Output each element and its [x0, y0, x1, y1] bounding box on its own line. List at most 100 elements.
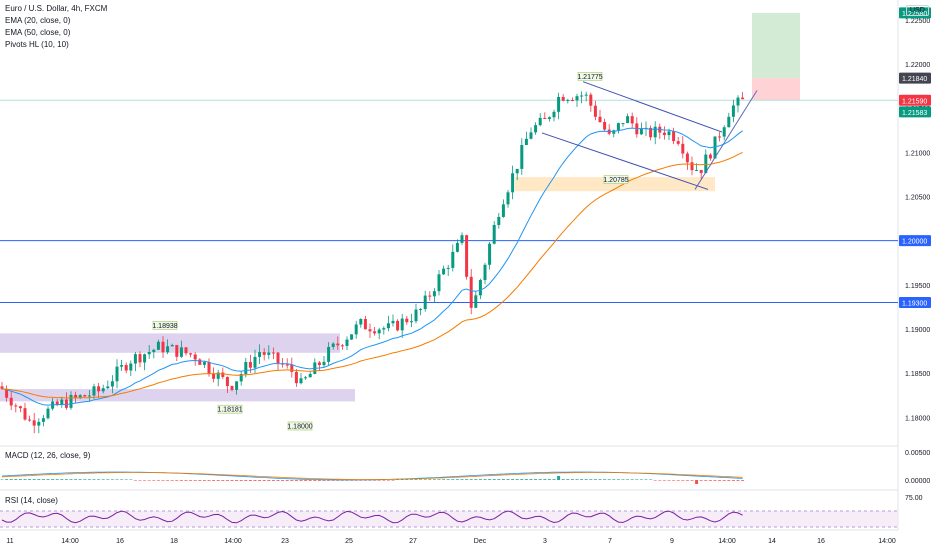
macd-histogram-bar — [221, 480, 225, 481]
rsi-legend: RSI (14, close) — [5, 496, 58, 505]
price-scale-value: 1.21840 — [902, 76, 927, 83]
candle-body — [299, 378, 303, 384]
macd-histogram-bar — [55, 479, 59, 480]
macd-histogram-bar — [529, 479, 533, 480]
currency-badge[interactable]: USD — [906, 5, 929, 16]
macd-histogram-bar — [455, 479, 459, 480]
macd-histogram-bar — [327, 480, 331, 481]
candle-body — [92, 386, 96, 396]
macd-histogram-bar — [143, 480, 147, 481]
macd-histogram-bar — [722, 480, 726, 481]
macd-histogram-bar — [299, 480, 303, 481]
candle-body — [478, 280, 482, 296]
macd-histogram-bar — [543, 479, 547, 480]
macd-histogram-bar — [653, 480, 657, 481]
candle-body — [221, 372, 225, 377]
candle-body — [708, 154, 712, 159]
macd-histogram-bar — [235, 480, 239, 481]
macd-signal-line — [1, 472, 743, 480]
price-scale-badge — [899, 296, 931, 308]
macd-histogram-bar — [451, 479, 455, 480]
macd-histogram-bar — [377, 480, 381, 481]
macd-histogram-bar — [506, 479, 510, 480]
macd-histogram-bar — [267, 480, 271, 481]
macd-histogram-bar — [175, 480, 179, 481]
macd-histogram-bar — [667, 480, 671, 481]
candle-body — [161, 341, 165, 353]
macd-histogram-bar — [18, 479, 22, 480]
candle-body — [400, 318, 404, 331]
macd-histogram-bar — [258, 480, 262, 481]
pivot-low-badge — [287, 421, 313, 431]
candle-body — [5, 388, 9, 398]
candle-body — [83, 395, 87, 397]
macd-histogram-bar — [488, 479, 492, 480]
macd-histogram-bar — [281, 480, 285, 481]
time-axis-label: 18 — [170, 538, 178, 545]
candle-body — [451, 251, 455, 268]
candle-body — [437, 274, 441, 292]
candle-body — [41, 418, 45, 422]
macd-histogram-bar — [575, 479, 579, 480]
candle-body — [97, 386, 101, 392]
macd-histogram-bar — [497, 479, 501, 480]
candle-body — [552, 111, 556, 118]
candle-body — [593, 105, 597, 117]
time-axis-label: 14:00 — [61, 538, 79, 545]
macd-histogram-bar — [198, 480, 202, 481]
candle-body — [225, 376, 229, 387]
macd-histogram-bar — [465, 479, 469, 480]
candle-body — [511, 173, 515, 193]
candle-body — [147, 352, 151, 355]
pivot-low-label: 1.20785 — [603, 177, 628, 184]
macd-histogram-bar — [106, 479, 110, 480]
macd-histogram-bar — [414, 479, 418, 480]
macd-histogram-bar — [658, 480, 662, 481]
candle-body — [271, 352, 275, 354]
candle-body — [492, 225, 496, 244]
candle-body — [515, 168, 519, 174]
macd-histogram-bar — [478, 479, 482, 480]
macd-histogram-bar — [69, 479, 73, 480]
candle-body — [184, 347, 188, 354]
macd-axis-label: 0.00500 — [905, 450, 930, 457]
candle-body — [616, 123, 620, 131]
candle-body — [152, 349, 156, 353]
candle-body — [497, 216, 501, 226]
price-tick-label: 1.21000 — [905, 150, 930, 157]
candle-body — [695, 169, 699, 171]
macd-histogram-bar — [635, 479, 639, 480]
macd-histogram-bar — [616, 479, 620, 480]
macd-histogram-bar — [285, 480, 289, 481]
candle-body — [336, 343, 340, 346]
macd-histogram-bar — [170, 480, 174, 481]
candle-body — [483, 264, 487, 281]
candle-body — [143, 354, 147, 363]
macd-histogram-bar — [373, 480, 377, 481]
candle-body — [110, 381, 114, 387]
macd-histogram-bar — [244, 480, 248, 481]
macd-histogram-bar — [396, 479, 400, 480]
macd-histogram-bar — [685, 480, 689, 481]
candle-body — [603, 122, 607, 130]
candle-body — [386, 323, 390, 329]
time-axis-label: 9 — [670, 538, 674, 545]
candle-body — [267, 352, 271, 355]
candle-body — [359, 319, 363, 325]
candle-body — [156, 341, 160, 350]
candle-body — [575, 96, 579, 101]
macd-histogram-bar — [9, 479, 13, 480]
macd-histogram-bar — [593, 479, 597, 480]
candle-body — [308, 373, 312, 378]
pivot-low-badge — [217, 404, 243, 414]
candle-body — [198, 359, 202, 365]
candle-body — [506, 192, 510, 205]
channel-lower-line — [541, 132, 709, 190]
candle-body — [115, 366, 119, 382]
macd-histogram-bar — [511, 479, 515, 480]
macd-axis-label: 0.00000 — [905, 478, 930, 485]
macd-histogram-bar — [708, 480, 712, 481]
macd-legend: MACD (12, 26, close, 9) — [5, 451, 91, 460]
candle-body — [667, 131, 671, 136]
